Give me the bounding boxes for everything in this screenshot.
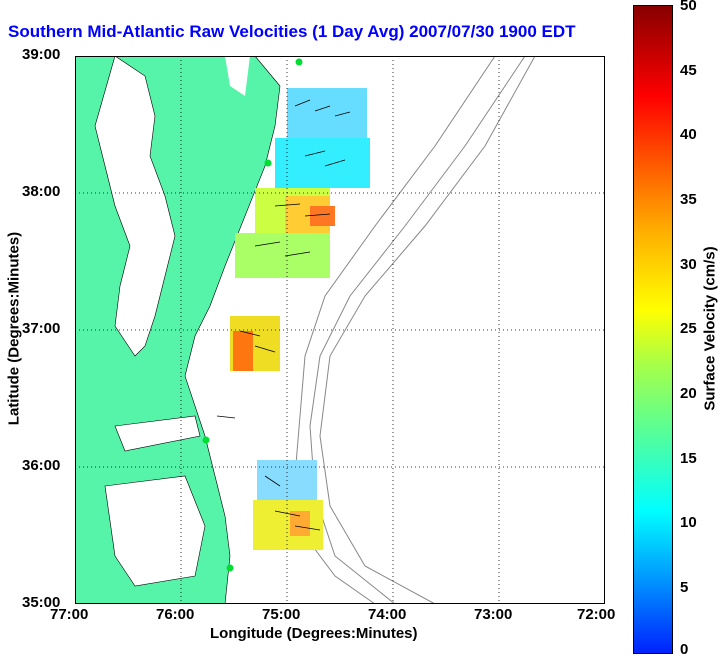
bathymetry-contour xyxy=(294,55,496,605)
map-plot xyxy=(74,55,605,605)
colorbar-tick: 20 xyxy=(680,385,697,402)
pamlico-sound xyxy=(104,475,206,587)
radar-site-marker xyxy=(295,58,303,66)
velocity-patch xyxy=(290,511,310,536)
colorbar-tick: 0 xyxy=(680,641,689,658)
velocity-patch xyxy=(287,88,367,138)
velocity-patch xyxy=(233,331,253,371)
radar-site-marker xyxy=(202,436,210,444)
bathymetry-contour xyxy=(319,55,536,605)
bathymetry-contour xyxy=(309,55,526,605)
x-tick-label: 75:00 xyxy=(262,606,301,623)
y-tick-label: 38:00 xyxy=(22,183,61,200)
map-svg xyxy=(74,55,605,605)
x-axis-label: Longitude (Degrees:Minutes) xyxy=(210,625,418,642)
colorbar-tick: 40 xyxy=(680,126,697,143)
colorbar-tick: 50 xyxy=(680,0,697,14)
albemarle-sound xyxy=(114,415,201,452)
y-tick-label: 37:00 xyxy=(22,320,61,337)
grid-lines xyxy=(75,56,605,604)
x-tick-label: 77:00 xyxy=(50,606,89,623)
x-tick-label: 74:00 xyxy=(368,606,407,623)
y-tick-label: 36:00 xyxy=(22,457,61,474)
radar-site-marker xyxy=(264,159,272,167)
velocity-patch xyxy=(310,206,335,226)
colorbar-tick: 30 xyxy=(680,256,697,273)
delaware-bay xyxy=(225,56,250,96)
map-title: Southern Mid-Atlantic Raw Velocities (1 … xyxy=(8,22,576,41)
radar-site-marker xyxy=(226,564,234,572)
x-tick-label: 73:00 xyxy=(474,606,513,623)
colorbar xyxy=(633,5,673,654)
velocity-arrows xyxy=(216,99,351,531)
colorbar-tick: 15 xyxy=(680,450,697,467)
colorbar-tick: 35 xyxy=(680,191,697,208)
velocity-patch xyxy=(253,500,323,550)
x-tick-label: 76:00 xyxy=(156,606,195,623)
y-axis-label: Latitude (Degrees:Minutes) xyxy=(5,231,23,426)
velocity-patch xyxy=(275,138,370,188)
y-tick-label: 39:00 xyxy=(22,46,61,63)
plot-border xyxy=(75,56,605,604)
colorbar-title: Surface Velocity (cm/s) xyxy=(701,246,719,411)
colorbar-tick: 45 xyxy=(680,62,697,79)
colorbar-tick: 25 xyxy=(680,320,697,337)
x-tick-label: 72:00 xyxy=(577,606,616,623)
colorbar-tick: 5 xyxy=(680,579,689,596)
velocity-patch xyxy=(235,233,330,278)
y-tick-label: 35:00 xyxy=(22,594,61,611)
colorbar-tick: 10 xyxy=(680,514,697,531)
